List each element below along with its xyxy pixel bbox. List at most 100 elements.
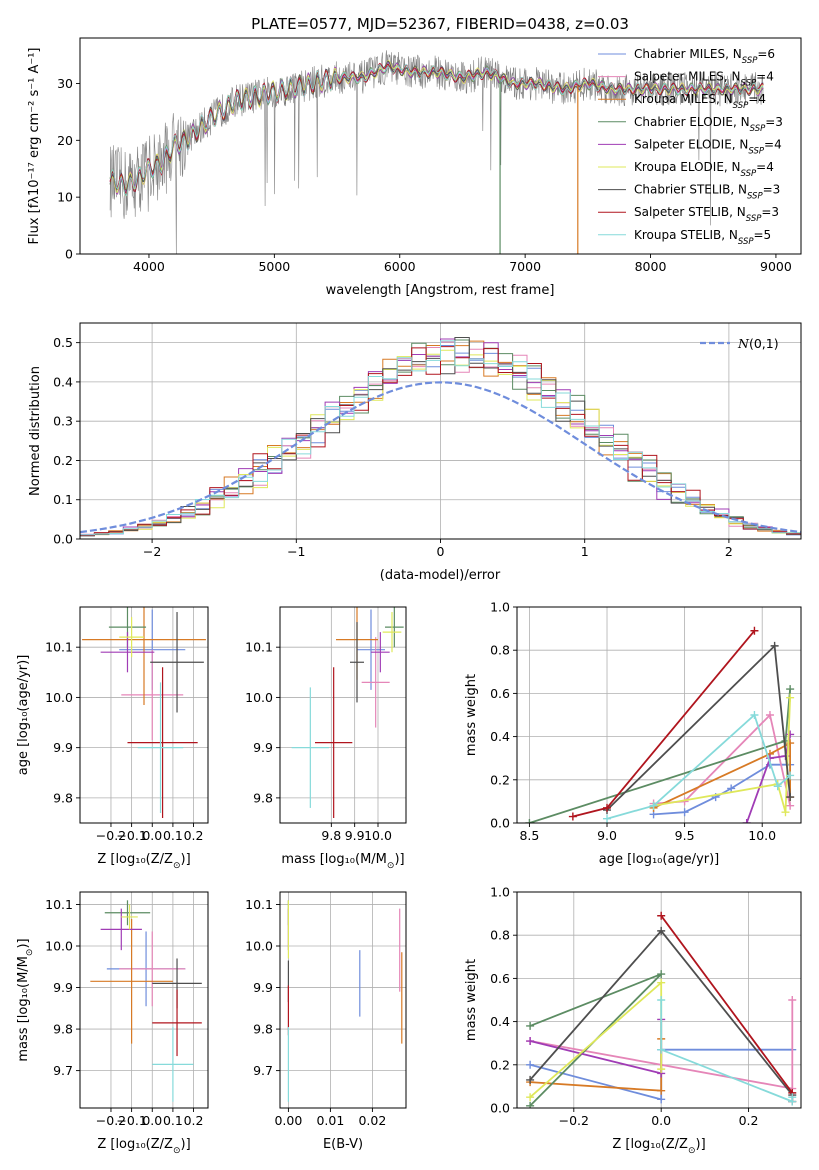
legend-label-6: Chabrier STELIB, NSSP=3	[634, 183, 780, 202]
legend-text: Kroupa MILES, N	[634, 92, 733, 106]
y-axis-label: Normed distribution	[28, 366, 43, 496]
y-tick-label: 30	[57, 76, 73, 91]
x-tick-label: 8000	[635, 259, 667, 274]
massweight-vs-metallicity-panel: −0.2 0.0 0.2 0.0 0.2 0.4 0.6 0.8 1.0 Z [log₁₀(Z/Z…	[464, 885, 802, 1156]
x-tick-label: 0.2	[739, 1113, 759, 1128]
legend-sub: SSP	[750, 124, 766, 134]
axes-frame	[279, 606, 407, 824]
x-axis-label: age [log₁₀(age/yr)]	[599, 852, 720, 867]
marker-0	[727, 784, 736, 793]
legend-label-8: Kroupa STELIB, NSSP=5	[634, 228, 771, 247]
plot-area	[525, 626, 795, 823]
y-tick-label: 10.0	[45, 939, 73, 954]
x-tick-label: 5000	[258, 259, 290, 274]
y-tick-label: 0.4	[490, 729, 510, 744]
label-script: ⊙	[173, 1146, 181, 1156]
plot-area	[291, 607, 404, 818]
spectrum-panel: 4000 5000 6000 7000 8000 9000 0 10 20 30 wavelengt…	[27, 37, 802, 298]
marker-8	[788, 1093, 797, 1102]
y-tick-label: 0	[65, 247, 73, 262]
legend-text: Kroupa STELIB, N	[634, 228, 738, 242]
normal-distribution-curve	[80, 381, 801, 534]
marker-1	[765, 711, 774, 719]
y-tick-label: 9.9	[253, 740, 273, 755]
legend-sub: SSP	[741, 79, 757, 89]
legend-text: =4	[756, 160, 774, 174]
legend-sub: SSP	[738, 237, 754, 247]
marker-0	[657, 1095, 666, 1104]
legend-label-1: Salpeter MILES, NSSP=4	[634, 70, 774, 89]
massweight-vs-age-panel: 8.5 9.0 9.5 10.0 0.0 0.2 0.4 0.6 0.8 1.0 age [log₁…	[464, 600, 802, 867]
label-part: age [log₁₀(age/yr)]	[16, 655, 31, 776]
y-axis-label: mass weight	[464, 674, 479, 756]
label-part: )]	[181, 852, 191, 867]
label-part: mass weight	[464, 674, 479, 756]
legend-label-normal: N(0,1)	[737, 336, 779, 351]
plot-area	[109, 50, 764, 254]
label-part: age [log₁₀(age/yr)]	[599, 852, 720, 867]
x-tick-label: 9.8	[321, 828, 341, 843]
marker-3	[525, 819, 534, 823]
y-tick-label: 10.1	[245, 897, 273, 912]
y-tick-label: 0.8	[490, 928, 510, 943]
legend-text: =4	[748, 92, 766, 106]
label-part: Z [log₁₀(Z/Z	[612, 1137, 688, 1152]
residual-histogram-8	[80, 340, 801, 536]
y-tick-label: 10.0	[45, 690, 73, 705]
marker-8	[657, 1045, 666, 1054]
legend-sub: SSP	[747, 192, 763, 202]
marker-5	[781, 808, 790, 817]
x-axis-label: mass [log₁₀(M/M⊙)]	[281, 852, 404, 871]
marker-3	[657, 970, 666, 979]
legend-text: Salpeter ELODIE, N	[634, 137, 748, 151]
y-tick-label: 0.8	[490, 643, 510, 658]
label-script: ⊙	[173, 861, 181, 871]
axes-frame	[79, 322, 802, 540]
legend-text: =3	[763, 183, 781, 197]
y-axis-label: mass weight	[464, 959, 479, 1041]
x-axis-label: Z [log₁₀(Z/Z⊙)]	[97, 1137, 190, 1156]
legend-label-7: Salpeter STELIB, NSSP=3	[634, 205, 779, 224]
x-tick-label: 2	[725, 544, 733, 559]
marker-8	[657, 996, 666, 1004]
plot-area	[80, 337, 801, 537]
x-tick-label: 10.0	[748, 828, 776, 843]
marker-1	[788, 996, 797, 1004]
y-tick-label: 0.0	[53, 532, 73, 547]
x-tick-label: 10.0	[364, 828, 392, 843]
marker-5	[526, 1093, 535, 1102]
x-tick-label: 9.0	[597, 828, 617, 843]
axes-frame	[279, 891, 407, 1109]
label-script: ⊙	[688, 1146, 696, 1156]
y-tick-label: 0.4	[53, 374, 73, 389]
y-tick-label: 9.8	[253, 790, 273, 805]
marker-0	[526, 1060, 535, 1069]
axes-frame	[516, 606, 802, 824]
y-tick-label: 10.1	[245, 640, 273, 655]
legend-text: =3	[761, 205, 779, 219]
y-axis-label: mass [log₁₀(M/M⊙)]	[16, 938, 35, 1061]
marker-8	[773, 782, 782, 791]
y-tick-label: 10.1	[45, 640, 73, 655]
x-tick-label: 0.0	[651, 1113, 671, 1128]
y-tick-label: 20	[57, 133, 73, 148]
x-tick-label: 0.1	[163, 828, 183, 843]
y-tick-label: 0.5	[53, 335, 73, 350]
massweight-line-0	[653, 763, 791, 816]
y-tick-label: 0.2	[490, 772, 510, 787]
model-spectrum-8	[109, 63, 764, 197]
label-part: )]	[394, 852, 404, 867]
label-part: wavelength [Angstrom, rest frame]	[326, 283, 555, 298]
mass-vs-metallicity-panel: −0.2−0.10.0 0.1 0.2 9.7 9.8 9.9 10.0 10.1 Z [log…	[16, 891, 209, 1156]
label-part: mass weight	[464, 959, 479, 1041]
axes-frame	[79, 606, 209, 824]
y-axis-label: Flux [fλ10⁻¹⁷ erg cm⁻² s⁻¹ A⁻¹]	[27, 48, 42, 245]
x-tick-label: 0.00	[274, 1113, 302, 1128]
figure-title: PLATE=0577, MJD=52367, FIBERID=0438, z=0…	[251, 15, 629, 33]
y-tick-label: 0.2	[490, 1057, 510, 1072]
legend-label-4: Salpeter ELODIE, NSSP=4	[634, 137, 782, 156]
label-part: Z [log₁₀(Z/Z	[97, 1137, 173, 1152]
y-tick-label: 0.0	[490, 1101, 510, 1116]
